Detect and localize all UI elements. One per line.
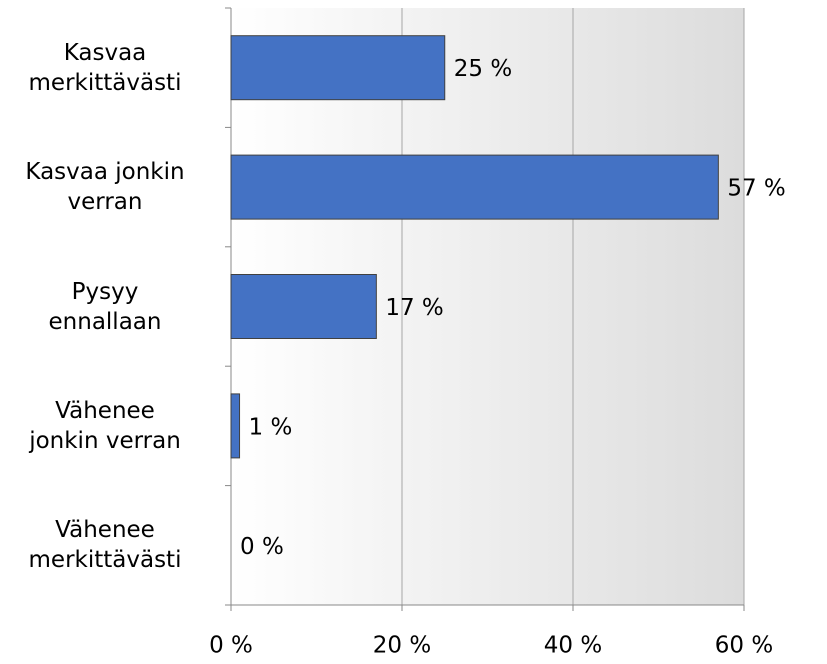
bar: [230, 393, 241, 459]
x-tick-label: 40 %: [544, 633, 602, 659]
y-tick-label: Vähenee merkittävästi: [28, 517, 182, 574]
y-tick-label: Kasvaa merkittävästi: [28, 39, 182, 96]
x-tick-label: 60 %: [715, 633, 773, 659]
y-tick-label: Vähenee jonkin verran: [29, 397, 181, 454]
bar: [230, 35, 446, 101]
value-label: 0 %: [240, 534, 284, 560]
value-label: 25 %: [454, 56, 512, 82]
x-tick-label: 0 %: [209, 633, 253, 659]
value-label: 1 %: [249, 414, 293, 440]
value-label: 17 %: [385, 295, 443, 321]
bar: [230, 274, 377, 339]
bar: [230, 154, 719, 220]
x-tick-label: 20 %: [373, 633, 431, 659]
y-tick-label: Pysyy ennallaan: [48, 278, 162, 335]
y-tick-label: Kasvaa jonkin verran: [25, 159, 185, 216]
value-label: 57 %: [727, 176, 785, 202]
